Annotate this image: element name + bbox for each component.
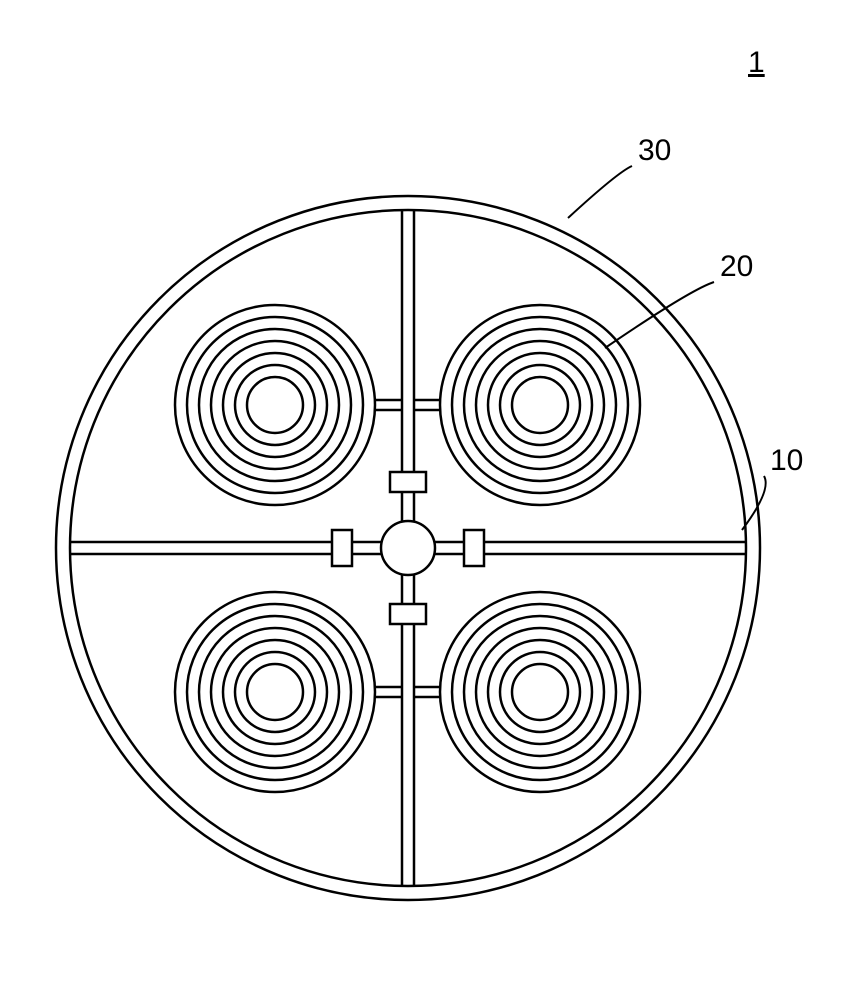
spiral-ring bbox=[476, 341, 604, 469]
label-10: 10 bbox=[770, 444, 803, 477]
spiral-ring bbox=[223, 640, 327, 744]
spiral-ring bbox=[488, 353, 592, 457]
spiral-ring bbox=[440, 305, 640, 505]
spiral-ring bbox=[512, 664, 568, 720]
label-30-leader bbox=[568, 166, 632, 218]
spiral-ring bbox=[175, 592, 375, 792]
spiral-ring bbox=[211, 628, 339, 756]
spiral-ring bbox=[187, 317, 363, 493]
center-hub bbox=[381, 521, 435, 575]
spiral-coil bbox=[175, 592, 402, 792]
spiral-ring bbox=[512, 377, 568, 433]
figure-number: 1 bbox=[748, 46, 765, 79]
spiral-ring bbox=[476, 628, 604, 756]
spiral-coil bbox=[414, 305, 640, 505]
clamp-right bbox=[464, 530, 484, 566]
clamp-left bbox=[332, 530, 352, 566]
label-20: 20 bbox=[720, 250, 753, 283]
spiral-ring bbox=[488, 640, 592, 744]
clamp-top bbox=[390, 472, 426, 492]
spiral-ring bbox=[175, 305, 375, 505]
clamp-bottom bbox=[390, 604, 426, 624]
spiral-ring bbox=[211, 341, 339, 469]
spiral-ring bbox=[187, 604, 363, 780]
spiral-coil bbox=[175, 305, 402, 505]
spiral-ring bbox=[452, 317, 628, 493]
spiral-ring bbox=[247, 664, 303, 720]
spiral-coil bbox=[414, 592, 640, 792]
spiral-ring bbox=[247, 377, 303, 433]
label-30: 30 bbox=[638, 134, 671, 167]
label-20-leader bbox=[605, 282, 714, 348]
spiral-ring bbox=[452, 604, 628, 780]
spiral-ring bbox=[223, 353, 327, 457]
spiral-ring bbox=[440, 592, 640, 792]
